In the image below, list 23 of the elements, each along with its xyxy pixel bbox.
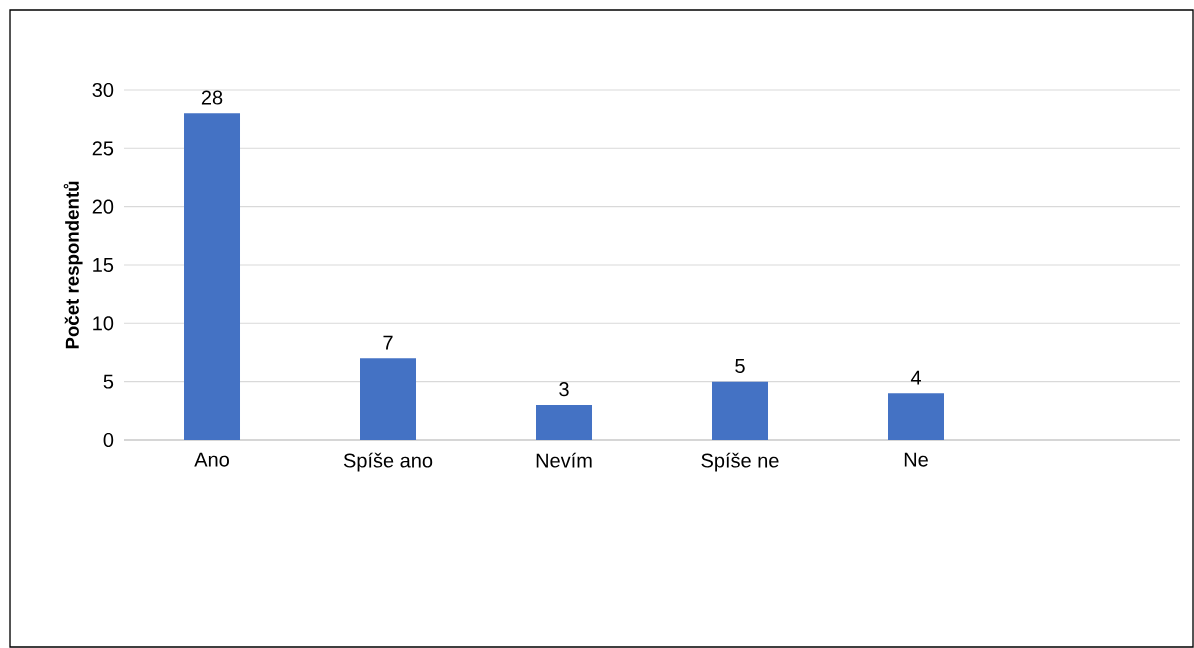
bar [712,381,769,440]
data-label: 3 [559,382,569,397]
y-tick-label: 15 [93,258,114,272]
data-label: 5 [735,358,745,373]
y-tick-label: 30 [92,82,114,98]
data-label: 28 [201,90,223,105]
y-tick-label: 25 [92,141,114,156]
y-tick-label: 20 [92,199,114,214]
data-label: 4 [910,370,921,385]
y-tick-label: 0 [103,432,114,448]
x-tick-label: Nevím [536,452,592,468]
x-tick-label: Ne [904,452,928,467]
bar [888,393,944,440]
data-label: 7 [383,335,393,350]
x-tick-label: Ano [194,452,229,467]
bar [360,358,417,440]
bar [536,404,593,440]
y-tick-label: 10 [93,316,114,331]
x-tick-label: Spíše ne [701,452,779,472]
bar [184,113,241,440]
y-tick-label: 5 [103,374,114,389]
y-axis-title: Počet respondentů [63,181,83,349]
x-tick-label: Spíše ano [343,452,433,472]
